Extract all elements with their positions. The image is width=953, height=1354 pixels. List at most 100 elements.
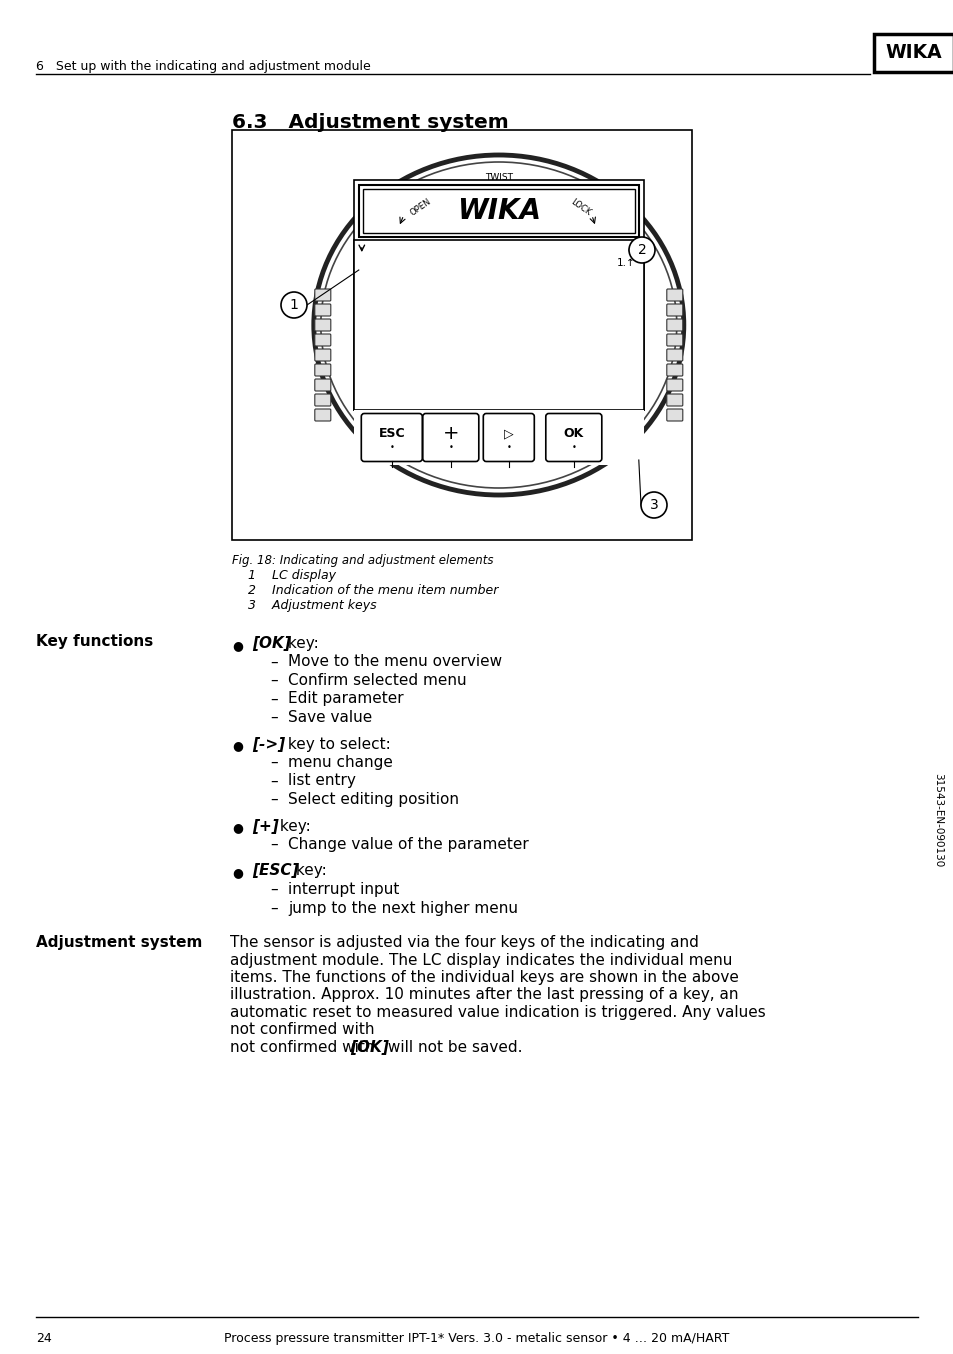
Text: key:: key:	[283, 636, 318, 651]
Text: –: –	[270, 881, 277, 896]
Text: items. The functions of the individual keys are shown in the above: items. The functions of the individual k…	[230, 969, 739, 984]
Text: jump to the next higher menu: jump to the next higher menu	[288, 900, 517, 915]
Text: ▷: ▷	[503, 427, 513, 440]
Text: not confirmed with: not confirmed with	[230, 1022, 379, 1037]
Text: +: +	[442, 424, 458, 443]
FancyBboxPatch shape	[314, 320, 331, 330]
Text: –: –	[270, 837, 277, 852]
Text: key:: key:	[275, 819, 311, 834]
Ellipse shape	[320, 162, 676, 487]
Text: •: •	[571, 443, 576, 452]
Text: 31543-EN-090130: 31543-EN-090130	[932, 773, 942, 867]
Text: –: –	[270, 709, 277, 724]
Text: key to select:: key to select:	[283, 737, 391, 751]
Text: Move to the menu overview: Move to the menu overview	[288, 654, 501, 669]
FancyBboxPatch shape	[354, 180, 643, 410]
Text: Key functions: Key functions	[36, 634, 153, 649]
Text: 2    Indication of the menu item number: 2 Indication of the menu item number	[248, 584, 497, 597]
FancyBboxPatch shape	[354, 240, 643, 410]
FancyBboxPatch shape	[666, 288, 682, 301]
FancyBboxPatch shape	[314, 349, 331, 362]
Text: –: –	[270, 756, 277, 770]
FancyBboxPatch shape	[314, 394, 331, 406]
FancyBboxPatch shape	[358, 185, 639, 237]
Text: 2: 2	[637, 242, 646, 257]
FancyBboxPatch shape	[422, 413, 478, 462]
Text: ESC: ESC	[378, 427, 405, 440]
Text: TWIST: TWIST	[484, 172, 513, 181]
FancyBboxPatch shape	[666, 364, 682, 376]
Text: 1: 1	[290, 298, 298, 311]
Text: 6   Set up with the indicating and adjustment module: 6 Set up with the indicating and adjustm…	[36, 60, 371, 73]
FancyBboxPatch shape	[666, 394, 682, 406]
Text: Adjustment system: Adjustment system	[36, 936, 202, 951]
Text: ●: ●	[233, 639, 243, 653]
Text: automatic reset to measured value indication is triggered. Any values: automatic reset to measured value indica…	[230, 1005, 765, 1020]
FancyBboxPatch shape	[314, 364, 331, 376]
Text: menu change: menu change	[288, 756, 393, 770]
Text: will not be saved.: will not be saved.	[382, 1040, 521, 1055]
Text: 3    Adjustment keys: 3 Adjustment keys	[248, 598, 376, 612]
Text: Confirm selected menu: Confirm selected menu	[288, 673, 466, 688]
FancyBboxPatch shape	[483, 413, 534, 462]
FancyBboxPatch shape	[666, 349, 682, 362]
Text: Fig. 18: Indicating and adjustment elements: Fig. 18: Indicating and adjustment eleme…	[232, 554, 493, 567]
FancyBboxPatch shape	[666, 305, 682, 315]
Text: 1    LC display: 1 LC display	[248, 569, 335, 582]
Text: [OK]: [OK]	[252, 636, 291, 651]
Text: WIKA: WIKA	[884, 43, 942, 62]
Text: –: –	[270, 673, 277, 688]
Text: 3: 3	[649, 498, 658, 512]
FancyBboxPatch shape	[314, 288, 331, 301]
FancyBboxPatch shape	[314, 305, 331, 315]
Text: –: –	[270, 773, 277, 788]
Text: 24: 24	[36, 1332, 51, 1345]
Text: [OK]: [OK]	[351, 1040, 389, 1055]
Text: •: •	[506, 443, 511, 452]
Text: WIKA: WIKA	[456, 196, 540, 225]
Text: key:: key:	[291, 864, 327, 879]
Text: adjustment module. The LC display indicates the individual menu: adjustment module. The LC display indica…	[230, 952, 732, 968]
Ellipse shape	[314, 154, 683, 496]
FancyBboxPatch shape	[666, 320, 682, 330]
FancyBboxPatch shape	[873, 34, 953, 72]
Text: Save value: Save value	[288, 709, 372, 724]
Text: Change value of the parameter: Change value of the parameter	[288, 837, 528, 852]
Text: illustration. Approx. 10 minutes after the last pressing of a key, an: illustration. Approx. 10 minutes after t…	[230, 987, 738, 1002]
Text: OK: OK	[563, 427, 583, 440]
Text: list entry: list entry	[288, 773, 355, 788]
Text: [->]: [->]	[252, 737, 285, 751]
FancyBboxPatch shape	[314, 334, 331, 347]
Circle shape	[640, 492, 666, 519]
FancyBboxPatch shape	[666, 409, 682, 421]
Text: The sensor is adjusted via the four keys of the indicating and: The sensor is adjusted via the four keys…	[230, 936, 699, 951]
Text: 1.↑: 1.↑	[617, 259, 635, 268]
Text: Process pressure transmitter IPT-1* Vers. 3.0 - metalic sensor • 4 … 20 mA/HART: Process pressure transmitter IPT-1* Vers…	[224, 1332, 729, 1345]
FancyBboxPatch shape	[314, 379, 331, 391]
FancyBboxPatch shape	[666, 334, 682, 347]
Circle shape	[281, 292, 307, 318]
Text: interrupt input: interrupt input	[288, 881, 399, 896]
Text: –: –	[270, 792, 277, 807]
Text: ●: ●	[233, 867, 243, 880]
FancyBboxPatch shape	[362, 190, 634, 233]
Text: •: •	[389, 443, 394, 452]
Text: –: –	[270, 692, 277, 707]
Text: LOCK: LOCK	[568, 196, 592, 217]
Text: –: –	[270, 900, 277, 915]
Text: Edit parameter: Edit parameter	[288, 692, 403, 707]
FancyBboxPatch shape	[361, 413, 422, 462]
FancyBboxPatch shape	[232, 130, 691, 540]
FancyBboxPatch shape	[545, 413, 601, 462]
Text: 6.3   Adjustment system: 6.3 Adjustment system	[232, 112, 508, 131]
Text: –: –	[270, 654, 277, 669]
Text: [+]: [+]	[252, 819, 278, 834]
Text: ●: ●	[233, 822, 243, 834]
Text: [ESC]: [ESC]	[252, 864, 298, 879]
FancyBboxPatch shape	[354, 410, 643, 464]
Circle shape	[628, 237, 655, 263]
FancyBboxPatch shape	[666, 379, 682, 391]
Text: OPEN: OPEN	[408, 196, 433, 218]
FancyBboxPatch shape	[314, 409, 331, 421]
Text: •: •	[448, 443, 453, 452]
